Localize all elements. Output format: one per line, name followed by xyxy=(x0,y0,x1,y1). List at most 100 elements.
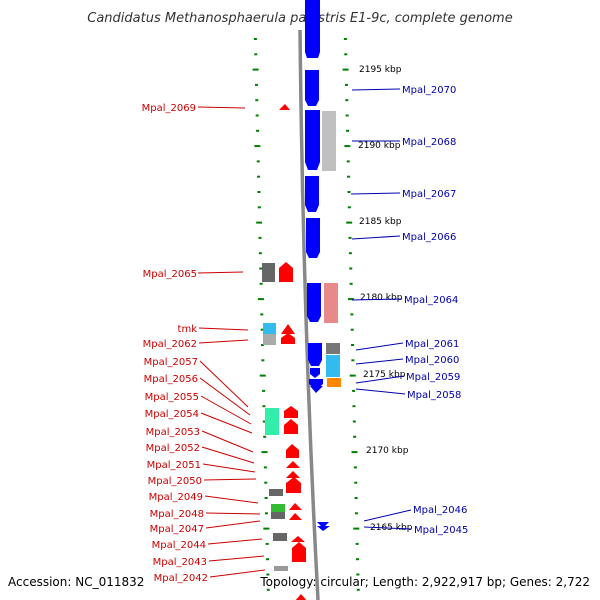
gene-mpal-2048-gray[interactable] xyxy=(271,512,285,519)
map-title: Candidatus Methanosphaerula palustris E1… xyxy=(87,11,512,26)
label-mpal-2046[interactable]: Mpal_2046 xyxy=(413,505,467,516)
gene-mpal-2064[interactable] xyxy=(307,283,321,322)
gene-mpal-2042-gray[interactable] xyxy=(274,566,288,571)
gene-mpal-2055[interactable] xyxy=(284,406,298,418)
tick-mark xyxy=(263,435,267,438)
tick-mark xyxy=(255,114,259,117)
gene-mpal-2068[interactable] xyxy=(305,110,320,170)
gene-mpal-2048[interactable] xyxy=(289,503,302,510)
label-mpal-2055[interactable]: Mpal_2055 xyxy=(145,392,199,403)
tick-mark xyxy=(351,451,358,454)
label-mpal-2053[interactable]: Mpal_2053 xyxy=(146,427,200,438)
tick-mark xyxy=(344,53,348,56)
tick-mark xyxy=(252,68,259,71)
label-mpal-2068[interactable]: Mpal_2068 xyxy=(402,137,456,148)
gene-mpal-2047[interactable] xyxy=(289,513,302,520)
tick-mark xyxy=(258,236,262,239)
gene-mpal-2059[interactable] xyxy=(310,368,320,378)
plus-strand-genes xyxy=(305,0,341,531)
gene-mpal-2051[interactable] xyxy=(286,461,300,468)
tick-mark xyxy=(262,405,266,408)
gene-mpal-2053[interactable] xyxy=(284,419,298,434)
label-mpal-2050[interactable]: Mpal_2050 xyxy=(148,476,202,487)
label-mpal-2056[interactable]: Mpal_2056 xyxy=(144,374,198,385)
gene-mpal-2066[interactable] xyxy=(306,218,320,258)
tick-mark xyxy=(266,573,270,576)
gene-mpal-2061-gray[interactable] xyxy=(326,343,340,354)
label-mpal-2062[interactable]: Mpal_2062 xyxy=(143,339,197,350)
gene-mpal-2048-green[interactable] xyxy=(271,504,285,512)
label-mpal-2042[interactable]: Mpal_2042 xyxy=(154,573,208,584)
gene-mpal-2065[interactable] xyxy=(279,262,293,282)
label-mpal-2054[interactable]: Mpal_2054 xyxy=(145,409,199,420)
gene-mpal-2044[interactable] xyxy=(291,536,305,542)
gene-mpal-2058b[interactable] xyxy=(310,386,323,393)
label-mpal-2059[interactable]: Mpal_2059 xyxy=(406,372,460,383)
gene-mpal-2050[interactable] xyxy=(286,471,300,478)
left-leader-lines xyxy=(197,106,266,578)
gene-mpal-2070[interactable] xyxy=(305,0,320,58)
tick-mark xyxy=(355,542,359,545)
gene-mpal-2049[interactable] xyxy=(286,477,301,493)
label-mpal-2065[interactable]: Mpal_2065 xyxy=(143,269,197,280)
label-tmk[interactable]: tmk xyxy=(178,324,198,335)
gene-mpal-2064-salmon[interactable] xyxy=(324,283,338,323)
gene-tmk[interactable] xyxy=(281,324,295,334)
tick-mark xyxy=(259,374,266,377)
gene-mpal-2054-green[interactable] xyxy=(265,408,279,435)
label-mpal-2070[interactable]: Mpal_2070 xyxy=(402,85,456,96)
gene-mpal-2044-gray[interactable] xyxy=(273,533,287,541)
label-mpal-2048[interactable]: Mpal_2048 xyxy=(150,509,204,520)
label-mpal-2064[interactable]: Mpal_2064 xyxy=(404,295,458,306)
tick-mark xyxy=(346,221,353,224)
tick-mark xyxy=(260,313,264,316)
label-mpal-2066[interactable]: Mpal_2066 xyxy=(402,232,456,243)
tick-mark xyxy=(347,298,354,301)
tick-mark xyxy=(351,344,355,346)
gene-mpal-2049-gray[interactable] xyxy=(269,489,283,496)
label-mpal-2047[interactable]: Mpal_2047 xyxy=(150,524,204,535)
label-mpal-2057[interactable]: Mpal_2057 xyxy=(144,357,198,368)
tick-mark xyxy=(356,573,360,576)
label-mpal-2051[interactable]: Mpal_2051 xyxy=(147,460,201,471)
gene-mpal-2060-cyan[interactable] xyxy=(326,355,340,377)
gene-mpal-2062-gray[interactable] xyxy=(263,334,276,345)
label-mpal-2044[interactable]: Mpal_2044 xyxy=(152,540,206,551)
gene-tmk-cyan[interactable] xyxy=(263,323,276,334)
gene-mpal-2043[interactable] xyxy=(292,542,306,562)
label-mpal-2043[interactable]: Mpal_2043 xyxy=(153,557,207,568)
gene-mpal-2065-gray[interactable] xyxy=(262,263,275,282)
gene-mpal-2069[interactable] xyxy=(279,104,290,110)
tick-mark xyxy=(256,221,263,224)
tick-mark xyxy=(262,389,266,392)
tick-mark xyxy=(346,160,350,163)
gene-mpal-2042[interactable] xyxy=(294,594,308,600)
label-mpal-2052[interactable]: Mpal_2052 xyxy=(146,443,200,454)
gene-mpal-2059-orange[interactable] xyxy=(327,378,341,387)
gene-mpal-2068-gray[interactable] xyxy=(322,111,336,171)
gene-mpal-2045b[interactable] xyxy=(317,526,330,531)
gene-mpal-2070b[interactable] xyxy=(305,70,319,106)
tick-mark xyxy=(253,38,257,40)
tick-mark xyxy=(254,145,261,148)
scale-label-2190: 2190 kbp xyxy=(358,141,401,151)
gene-mpal-2052[interactable] xyxy=(286,444,299,458)
gene-mpal-2061[interactable] xyxy=(308,343,322,366)
label-mpal-2060[interactable]: Mpal_2060 xyxy=(405,355,459,366)
tick-mark xyxy=(259,267,263,270)
label-mpal-2058[interactable]: Mpal_2058 xyxy=(407,390,461,401)
tick-mark xyxy=(342,68,349,71)
tick-mark xyxy=(353,527,360,530)
gene-mpal-2067[interactable] xyxy=(305,176,319,212)
label-mpal-2049[interactable]: Mpal_2049 xyxy=(149,492,203,503)
gene-mpal-2062[interactable] xyxy=(281,333,295,344)
tick-mark xyxy=(258,252,262,255)
label-mpal-2061[interactable]: Mpal_2061 xyxy=(405,339,459,350)
label-mpal-2069[interactable]: Mpal_2069 xyxy=(142,103,196,114)
tick-mark xyxy=(349,374,356,377)
gene-mpal-2045[interactable] xyxy=(317,522,329,528)
label-mpal-2067[interactable]: Mpal_2067 xyxy=(402,189,456,200)
label-mpal-2045[interactable]: Mpal_2045 xyxy=(414,525,468,536)
gene-mpal-2058[interactable] xyxy=(309,379,323,390)
